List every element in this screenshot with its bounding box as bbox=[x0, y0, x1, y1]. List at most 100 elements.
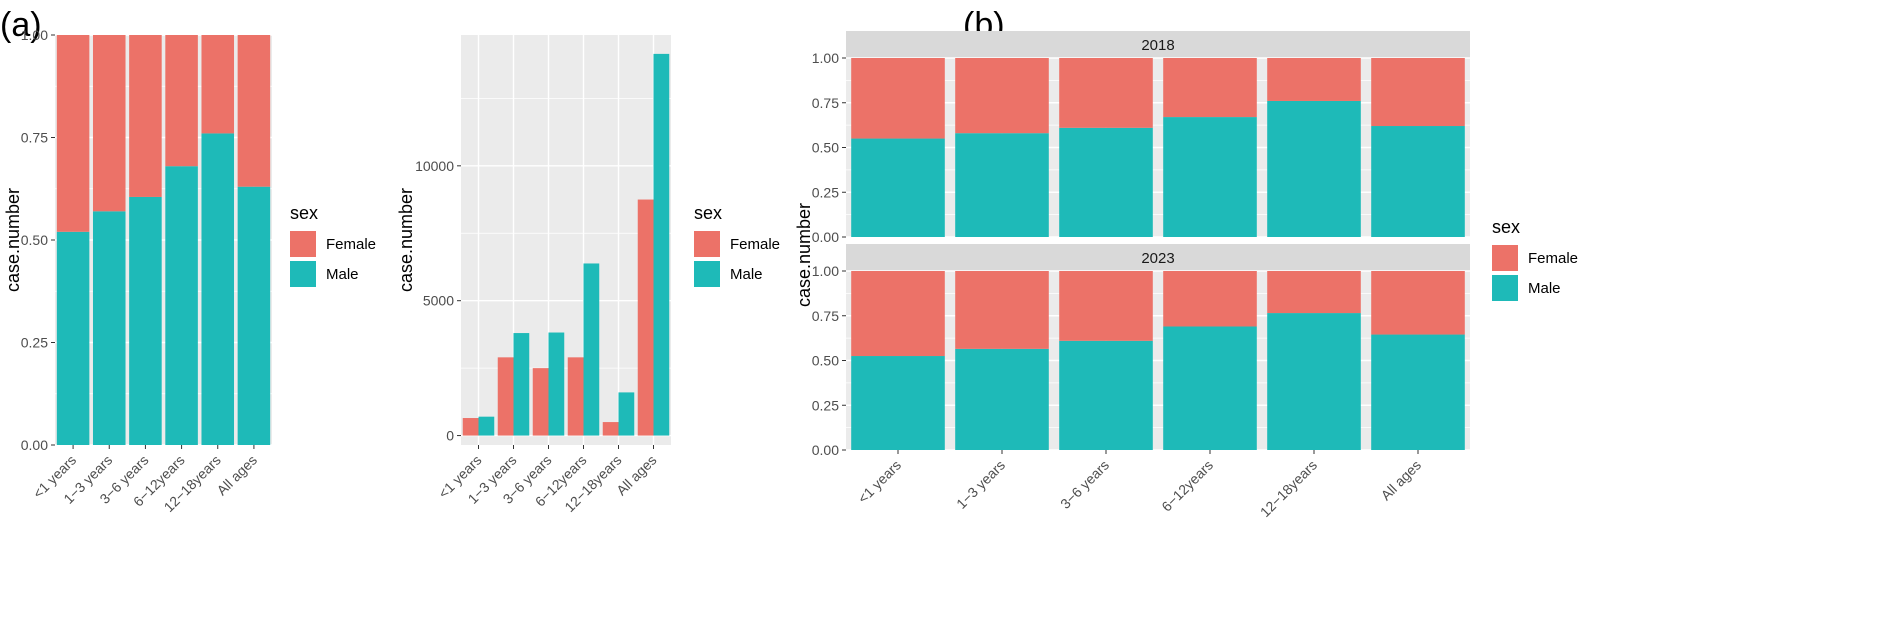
b-2023-bar-male bbox=[1059, 340, 1153, 450]
b-2018-bar-female bbox=[1163, 58, 1257, 118]
a1-legend-label-female: Female bbox=[326, 236, 376, 253]
b-2023-bar-female bbox=[1267, 271, 1361, 314]
a2-legend-label-female: Female bbox=[730, 236, 780, 253]
b-2018-ytick-label: 0.50 bbox=[812, 140, 839, 156]
a1-bar-male bbox=[165, 166, 198, 445]
b-2023-bar-female bbox=[955, 271, 1049, 349]
b-2023-bar-female bbox=[1371, 271, 1465, 335]
a1-legend-label-male: Male bbox=[326, 266, 359, 283]
a2-y-axis-title: case.number bbox=[396, 188, 416, 292]
a2-bar-male bbox=[548, 332, 565, 436]
a1-ytick-label: 0.25 bbox=[21, 335, 48, 351]
a2-legend-key-female bbox=[694, 231, 720, 257]
a1-bar-female bbox=[129, 35, 162, 197]
a1-legend-key-male bbox=[290, 261, 316, 287]
a2-bar-male bbox=[513, 333, 530, 436]
b-legend-key-female bbox=[1492, 245, 1518, 271]
b-2023-ytick-label: 1.00 bbox=[812, 263, 839, 279]
b-2018-bar-male bbox=[1059, 127, 1153, 237]
b-2023-ytick-label: 0.00 bbox=[812, 442, 839, 458]
a2-bar-female bbox=[602, 422, 619, 436]
panel-label-a: (a) bbox=[0, 6, 42, 44]
b-2018-bar-male bbox=[1163, 117, 1257, 237]
a2-bar-male bbox=[478, 416, 495, 436]
b-2023-ytick-label: 0.75 bbox=[812, 308, 839, 324]
b-2018-ytick-label: 0.75 bbox=[812, 95, 839, 111]
b-2023-bar-male bbox=[955, 348, 1049, 450]
a1-bar-female bbox=[237, 35, 271, 187]
b-2018-bar-female bbox=[851, 58, 945, 139]
b-2018-bar-female bbox=[955, 58, 1049, 134]
a2-legend-key-male bbox=[694, 261, 720, 287]
chart-b-proportion-by-year: 2018 0.00 0.25 0.50 0.75 1.00 2023 0.00 0.25 0.50… bbox=[794, 31, 1578, 520]
a2-bar-female bbox=[637, 199, 654, 436]
b-facet-strip-2018 bbox=[846, 31, 1470, 58]
a2-bar-male bbox=[653, 53, 670, 436]
a1-bar-male bbox=[56, 231, 90, 445]
b-2023-bar-male bbox=[1163, 326, 1257, 450]
a2-bar-female bbox=[497, 357, 514, 436]
a2-legend-title: sex bbox=[694, 203, 722, 223]
a2-bar-female bbox=[567, 357, 584, 436]
b-legend-label-male: Male bbox=[1528, 280, 1561, 297]
a2-bar-female bbox=[532, 368, 549, 436]
a2-ytick-label: 10000 bbox=[415, 158, 454, 174]
b-2018-bar-male bbox=[1267, 100, 1361, 238]
a1-bar-female bbox=[201, 35, 235, 134]
a2-ytick-label: 5000 bbox=[423, 293, 454, 309]
a1-bar-female bbox=[165, 35, 198, 167]
a1-bar-male bbox=[201, 133, 235, 445]
b-facet-strip-2023 bbox=[846, 244, 1470, 271]
a1-y-axis-title: case.number bbox=[3, 188, 23, 292]
b-2023-xtick-label: 3−6 years bbox=[1057, 457, 1112, 512]
a1-ytick-label: 0.75 bbox=[21, 130, 48, 146]
b-2023-ytick-label: 0.25 bbox=[812, 397, 839, 413]
b-2023-bar-male bbox=[851, 356, 945, 450]
a1-ytick-label: 1.00 bbox=[21, 27, 48, 43]
b-legend-key-male bbox=[1492, 275, 1518, 301]
a2-panel-background bbox=[461, 35, 671, 445]
b-legend-label-female: Female bbox=[1528, 250, 1578, 267]
b-2018-ytick-label: 0.25 bbox=[812, 184, 839, 200]
a1-bar-male bbox=[92, 211, 126, 445]
a1-legend-key-female bbox=[290, 231, 316, 257]
a1-ytick-label: 0.50 bbox=[21, 232, 48, 248]
b-facet-label-2018: 2018 bbox=[1141, 37, 1174, 54]
b-2023-bar-female bbox=[1059, 271, 1153, 341]
b-2023-xtick-label: 12−18years bbox=[1257, 457, 1320, 520]
b-2023-bar-female bbox=[1163, 271, 1257, 327]
b-2018-bar-male bbox=[955, 133, 1049, 237]
b-2018-bar-male bbox=[1371, 126, 1465, 237]
a1-xtick-label: All ages bbox=[214, 452, 261, 499]
b-2023-bar-female bbox=[851, 271, 945, 357]
a1-legend-title: sex bbox=[290, 203, 318, 223]
a2-ytick-label: 0 bbox=[446, 428, 454, 444]
b-legend-title: sex bbox=[1492, 217, 1520, 237]
b-2018-ytick-label: 1.00 bbox=[812, 50, 839, 66]
a2-bar-female bbox=[462, 418, 479, 436]
b-2023-bar-male bbox=[1267, 313, 1361, 450]
b-2023-bar-male bbox=[1371, 334, 1465, 450]
b-2023-xtick-label: 1−3 years bbox=[953, 457, 1008, 512]
a1-ytick-label: 0.00 bbox=[21, 437, 48, 453]
b-y-axis-title: case.number bbox=[794, 203, 814, 307]
a2-legend-label-male: Male bbox=[730, 266, 763, 283]
b-2018-bar-female bbox=[1059, 58, 1153, 128]
a1-bar-female bbox=[56, 35, 90, 232]
b-facet-label-2023: 2023 bbox=[1141, 250, 1174, 267]
b-2023-xtick-label: 6−12years bbox=[1158, 457, 1216, 515]
b-2023-ytick-label: 0.50 bbox=[812, 353, 839, 369]
b-2018-bar-male bbox=[851, 138, 945, 237]
b-2023-xtick-label: <1 years bbox=[855, 457, 905, 507]
b-2023-xtick-label: All ages bbox=[1378, 457, 1425, 504]
b-2018-bar-female bbox=[1371, 58, 1465, 127]
b-2018-ytick-label: 0.00 bbox=[812, 229, 839, 245]
b-2018-bar-female bbox=[1267, 58, 1361, 101]
a1-bar-male bbox=[237, 186, 271, 445]
a1-bar-male bbox=[129, 196, 162, 445]
a2-bar-male bbox=[618, 392, 635, 436]
a1-bar-female bbox=[92, 35, 126, 212]
